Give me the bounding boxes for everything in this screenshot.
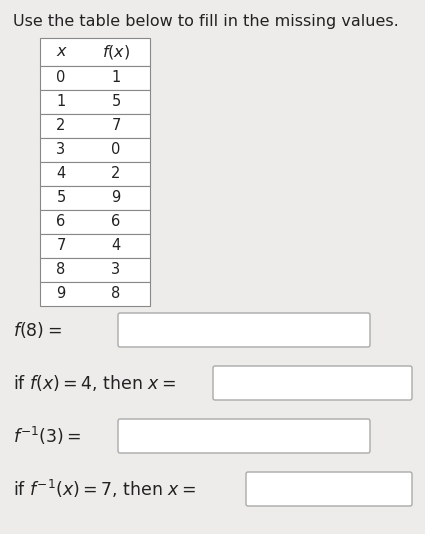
Bar	[40, 186, 150, 210]
Text: $f^{-1}(3) =$: $f^{-1}(3) =$	[13, 425, 82, 447]
Text: 7: 7	[56, 239, 66, 254]
Text: Use the table below to fill in the missing values.: Use the table below to fill in the missi…	[13, 14, 399, 29]
Text: 3: 3	[57, 143, 65, 158]
Text: $f(8) =$: $f(8) =$	[13, 320, 62, 340]
Bar	[40, 258, 150, 282]
Text: 5: 5	[57, 191, 65, 206]
FancyBboxPatch shape	[213, 366, 412, 400]
Text: 0: 0	[56, 70, 66, 85]
Bar	[40, 90, 150, 114]
Text: 1: 1	[57, 95, 65, 109]
Text: if $f(x) = 4$, then $x =$: if $f(x) = 4$, then $x =$	[13, 373, 176, 393]
Text: 3: 3	[111, 263, 121, 278]
FancyBboxPatch shape	[118, 419, 370, 453]
Text: 2: 2	[56, 119, 66, 134]
Text: 9: 9	[111, 191, 121, 206]
Text: $f(x)$: $f(x)$	[102, 43, 130, 61]
Text: if $f^{-1}(x) = 7$, then $x =$: if $f^{-1}(x) = 7$, then $x =$	[13, 478, 196, 500]
Text: 6: 6	[111, 215, 121, 230]
Bar	[40, 38, 150, 66]
Text: 5: 5	[111, 95, 121, 109]
Bar	[40, 234, 150, 258]
FancyBboxPatch shape	[246, 472, 412, 506]
Text: 8: 8	[111, 287, 121, 302]
Text: 7: 7	[111, 119, 121, 134]
Text: 9: 9	[57, 287, 65, 302]
Bar	[40, 210, 150, 234]
Text: 4: 4	[57, 167, 65, 182]
Bar	[40, 282, 150, 306]
Text: 4: 4	[111, 239, 121, 254]
Text: 8: 8	[57, 263, 65, 278]
Bar	[40, 66, 150, 90]
FancyBboxPatch shape	[118, 313, 370, 347]
Text: 1: 1	[111, 70, 121, 85]
Text: 0: 0	[111, 143, 121, 158]
Bar	[40, 138, 150, 162]
Text: 6: 6	[57, 215, 65, 230]
Bar	[40, 162, 150, 186]
Text: 2: 2	[111, 167, 121, 182]
Bar	[40, 114, 150, 138]
Text: x: x	[56, 44, 66, 59]
